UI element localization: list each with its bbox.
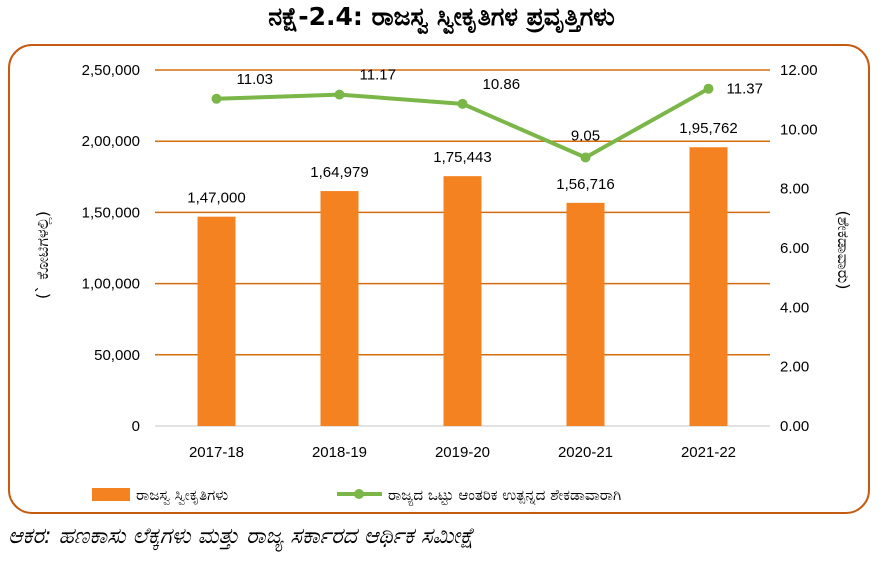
legend-line-label: ರಾಜ್ಯದ ಒಟ್ಟು ಆಂತರಿಕ ಉತ್ಪನ್ನದ ಶೇಕಡಾವಾರಾಗಿ [388,486,621,506]
y-tick-label: 0 [132,418,140,435]
y2-tick-label: 0.00 [780,418,809,435]
bar [444,176,482,426]
line-data-label: 11.17 [360,67,396,84]
y2-tick-label: 2.00 [780,359,809,376]
x-tick-label: 2020-21 [558,444,613,461]
line-data-label: 11.03 [237,71,273,88]
x-tick-label: 2021-22 [681,444,736,461]
x-tick-label: 2017-18 [189,444,244,461]
x-tick-label: 2019-20 [435,444,490,461]
y-tick-label: 2,00,000 [82,133,140,150]
legend-bar-swatch [92,488,130,501]
y-tick-label: 2,50,000 [82,62,140,79]
y2-tick-label: 4.00 [780,299,809,316]
legend-line-marker [354,489,364,499]
bar [567,203,605,426]
line-point [704,84,714,94]
line-data-label: 10.86 [483,76,521,93]
line-point [335,90,345,100]
y2-tick-label: 12.00 [780,62,818,79]
bar-data-label: 1,75,443 [433,149,491,166]
legend: ರಾಜಸ್ವ ಸ್ವೀಕೃತಿಗಳು ರಾಜ್ಯದ ಒಟ್ಟು ಆಂತರಿಕ ಉ… [92,486,621,506]
y2-tick-label: 10.00 [780,121,818,138]
y-axis-title: (` ಕೋಟಿಗಳಲ್ಲಿ) [33,211,53,299]
bar [321,191,359,426]
y2-tick-label: 6.00 [780,240,809,257]
bar [198,217,236,426]
line-data-label: 11.37 [727,81,763,98]
y2-axis-title: (ಶೇಕಡಾವಾರು) [834,210,853,289]
bar [690,147,728,426]
y-tick-label: 1,00,000 [82,276,140,293]
y-tick-label: 50,000 [94,347,140,364]
bar-data-label: 1,95,762 [679,120,737,137]
line-data-label: 9.05 [571,128,600,145]
legend-bar-label: ರಾಜಸ್ವ ಸ್ವೀಕೃತಿಗಳು [136,486,228,505]
bar-data-label: 1,64,979 [310,164,368,181]
line-point [581,153,591,163]
y2-tick-label: 8.00 [780,181,809,198]
bar-series [198,147,728,426]
bar-data-label: 1,47,000 [187,190,245,207]
source-note: ಆಕರ: ಹಣಕಾಸು ಲೆಕ್ಕಗಳು ಮತ್ತು ರಾಜ್ಯ ಸರ್ಕಾರದ… [8,524,474,549]
line-point [212,94,222,104]
x-tick-label: 2018-19 [312,444,367,461]
bar-data-label: 1,56,716 [556,176,614,193]
y-tick-label: 1,50,000 [82,204,140,221]
line-point [458,99,468,109]
